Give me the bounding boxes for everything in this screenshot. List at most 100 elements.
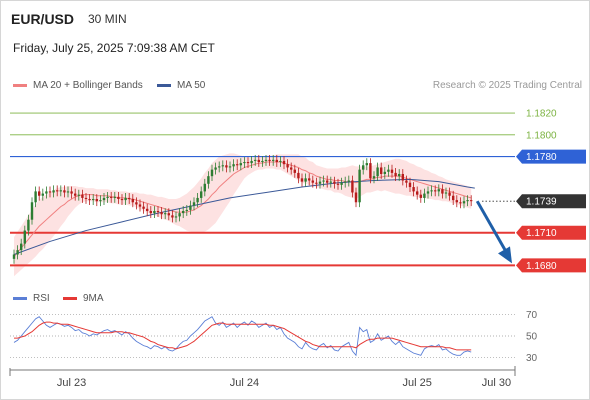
candle-body [66,191,70,193]
candle-body [146,208,149,211]
candle-body [88,199,91,201]
candle-body [228,166,232,168]
level-tag [516,225,586,240]
legend-ma20: MA 20 + Bollinger Bands [13,80,143,91]
candle-body [351,180,354,193]
candle-body [459,202,462,204]
candle-body [239,163,242,166]
candle-body [189,205,192,210]
candle-body [178,213,181,217]
candle-body [466,200,469,202]
candle-body [250,160,253,164]
candle-body [27,219,30,231]
candle-body [185,209,188,211]
candles [12,154,473,264]
candle-body [286,164,289,168]
candle-body [12,254,16,259]
candle-body [218,166,221,168]
time-axis-label: Jul 30 [482,377,511,389]
candle-body [102,197,106,201]
candle-body [20,243,23,251]
candle-body [293,169,296,173]
symbol-title: EUR/USD [11,11,75,27]
candle-body [210,169,214,177]
candle-body [304,178,307,182]
candle-body [77,194,80,196]
legend-ma50: MA 50 [157,80,205,91]
candle-body [354,192,358,203]
rsi-ma-legend-label: 9MA [83,293,104,304]
candle-body [110,196,113,198]
candle-body [192,202,196,206]
candle-body [268,159,271,161]
rsi-ma-swatch [63,297,77,300]
candle-body [282,160,286,165]
candle-body [347,180,350,182]
moving-averages [13,161,475,257]
candle-body [455,200,458,203]
candle-body [297,172,300,179]
level-tag [516,258,586,273]
candle-body [41,193,44,196]
candle-body [365,163,368,166]
candle-body [70,191,73,194]
candle-body [156,210,160,213]
candle-body [452,195,455,201]
candle-body [462,201,466,204]
candle-body [383,171,386,174]
rsi-tick-label: 70 [526,310,538,321]
candle-body [243,162,246,164]
candle-body [387,169,390,172]
candle-body [48,191,52,193]
candle-body [264,159,268,161]
candle-body [153,210,156,214]
candle-body [128,197,131,200]
rsi-swatch [13,297,27,300]
candle-body [38,191,41,196]
candle-body [74,193,77,196]
candle-body [318,181,322,184]
candle-body [398,173,401,177]
candle-body [174,216,178,218]
time-axis-label: Jul 23 [57,377,86,389]
candle-body [275,159,278,163]
ma20-legend-label: MA 20 + Bollinger Bands [33,80,143,91]
candle-body [221,165,224,167]
candle-body [311,180,314,183]
level-tag [516,194,586,209]
candle-body [390,169,394,173]
ma20-swatch [13,84,27,87]
candle-body [135,202,138,205]
candle-body [120,199,124,201]
ma20-line [13,161,472,257]
candle-body [138,204,142,207]
candle-body [95,199,98,202]
candle-body [124,197,127,201]
rsi-ma-line [14,321,472,351]
source-credit: Research © 2025 Trading Central [432,80,582,91]
candle-body [419,194,422,198]
rsi-tick-label: 50 [526,332,538,343]
candle-body [113,196,116,198]
level-labels: 1.1820 1.1800 1.1780 1.1739 1.1710 1.1680 [516,109,586,273]
legend-rsi: RSI [13,293,50,304]
candle-body [340,182,343,185]
datetime-label: Friday, July 25, 2025 7:09:38 AM CET [13,41,215,55]
candle-body [369,163,372,179]
candle-body [182,210,185,214]
candle-body [56,190,59,192]
candle-body [34,191,37,203]
candle-body [142,206,145,209]
candle-body [426,191,430,194]
candle-body [362,165,365,170]
candle-body [63,190,66,193]
candle-body [372,176,376,179]
candle-body [232,164,235,167]
ma50-legend-label: MA 50 [177,80,206,91]
forecast-arrow-shaft [475,200,509,255]
rsi-legend-label: RSI [33,293,50,304]
candle-body [207,176,210,184]
candle-body [236,164,239,166]
level-tag [516,149,586,164]
candle-body [423,193,426,198]
